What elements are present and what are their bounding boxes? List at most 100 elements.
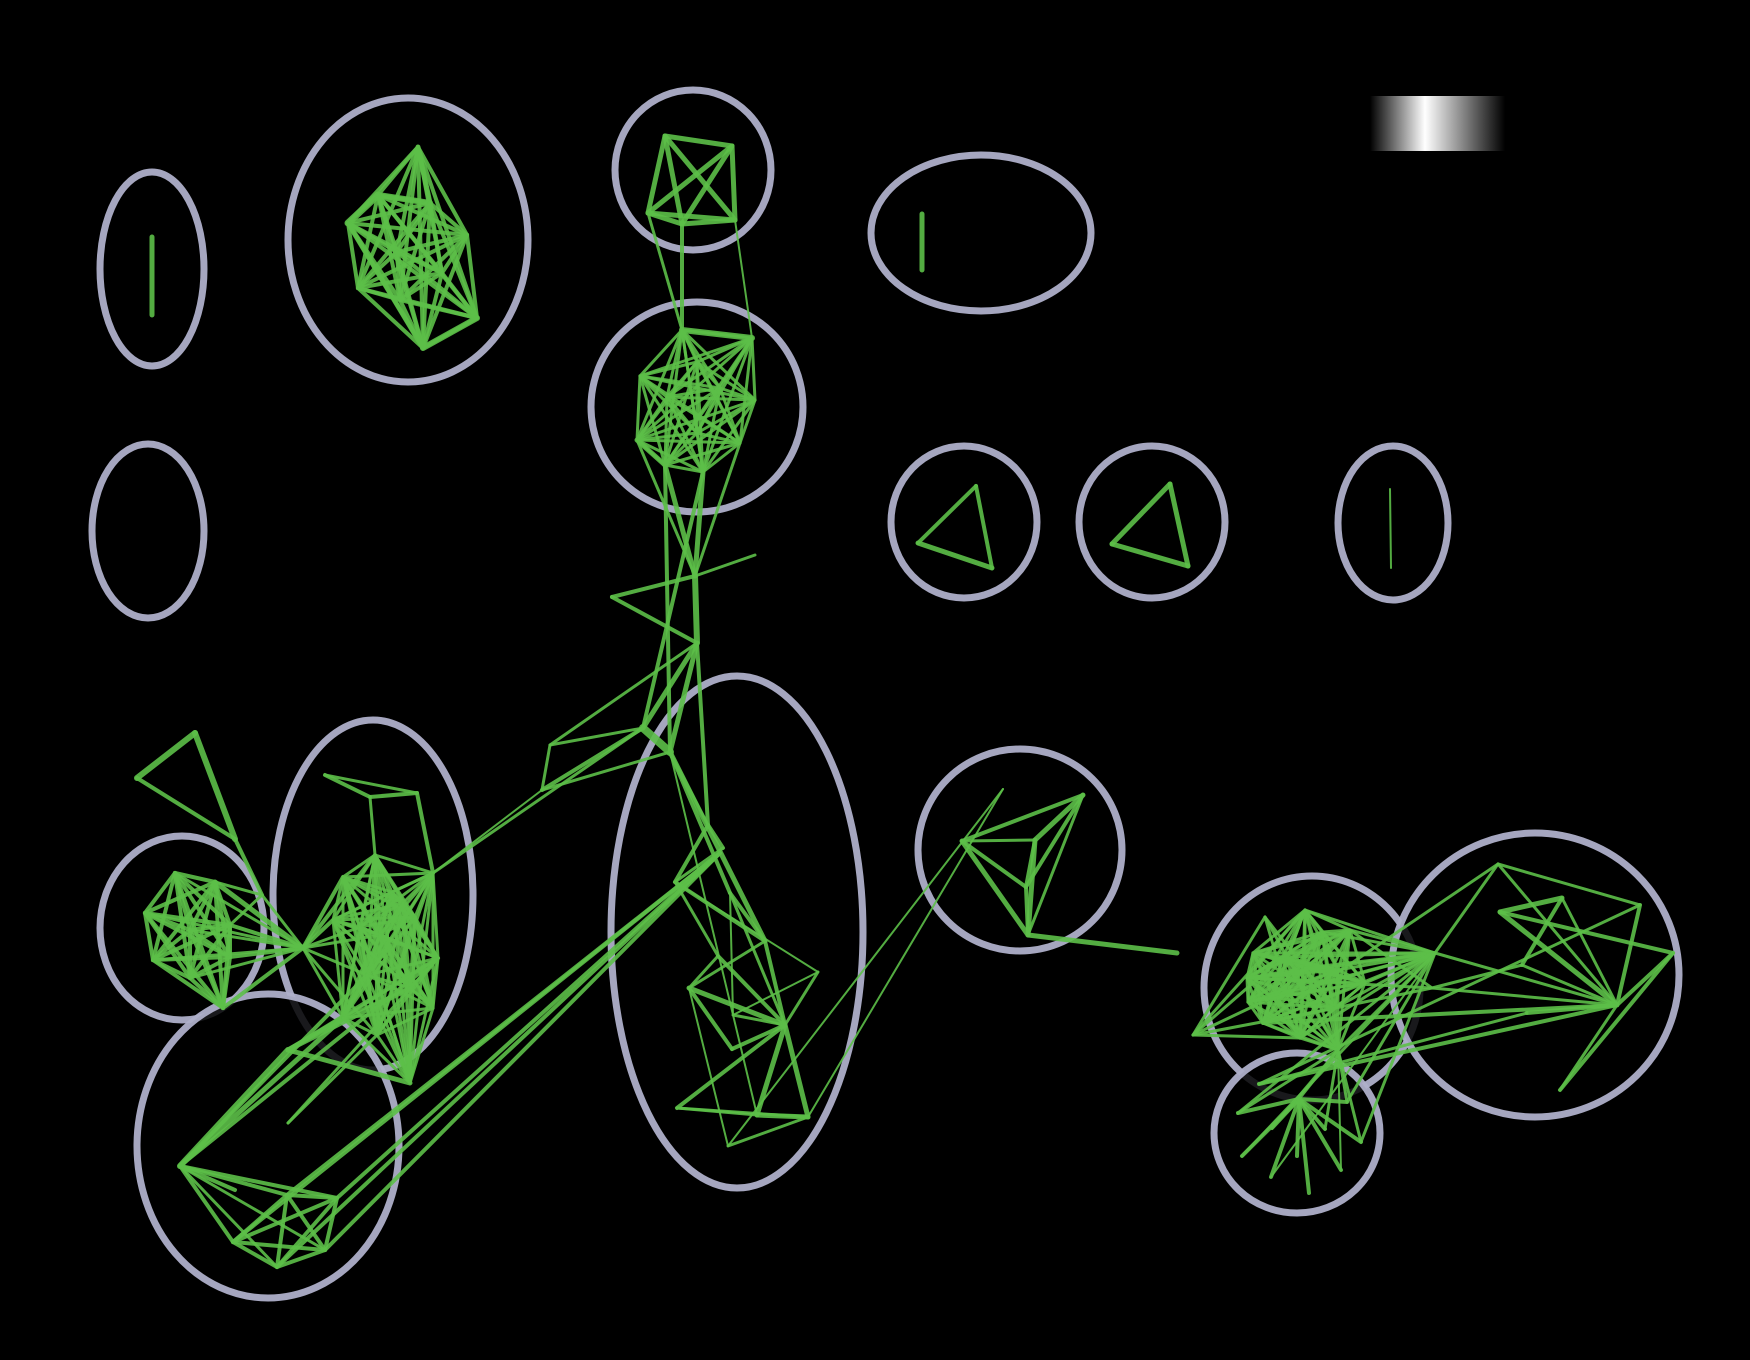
network-edge [1336,951,1437,1052]
network-edge [1345,951,1437,1104]
network-edge [728,891,787,1027]
cluster-ellipse-transcription [607,672,867,1192]
network-edge [638,336,754,378]
network-edge [663,463,672,754]
network-edge [231,1240,279,1269]
network-edge [1191,1033,1302,1040]
network-edge [1251,928,1352,955]
network-edge [178,1164,279,1269]
network-edge [341,1016,412,1085]
network-edge [679,143,735,227]
network-edge [960,839,1028,889]
network-edge [1497,909,1620,1008]
network-edge [638,328,684,378]
network-edge [341,956,440,1020]
network-edge [1236,1097,1301,1115]
network-edge [675,1023,787,1110]
network-edge [640,640,700,731]
network-edge [221,946,305,1010]
network-edge [346,221,425,350]
network-edge [1433,862,1500,955]
network-edge [1496,862,1642,907]
network-edge [701,441,742,474]
network-edge [173,871,217,884]
network-edge [415,791,435,875]
network-edge [732,971,819,1016]
network-edge [323,773,372,799]
network-edge [695,431,705,474]
network-edge [231,1240,327,1252]
network-edge [730,1023,787,1051]
network-edge [1430,986,1619,1007]
cluster-ellipse-microtubule-cytoskeleton [1387,829,1683,1121]
network-edge [134,730,198,781]
network-edge [687,986,734,1051]
network-edge [431,726,645,875]
network-edge [960,793,1085,843]
network-edge [465,233,479,320]
network-edge [375,871,435,1037]
network-edge [1025,932,1180,956]
network-edge [1496,862,1619,1007]
network-edge [1261,1006,1337,1025]
cluster-ellipse-trna-processing [133,990,403,1302]
network-edge [692,469,706,579]
network-edge [1236,1048,1340,1115]
network-edge [1348,928,1437,955]
network-edge [646,211,684,332]
network-edge [178,1164,235,1244]
network-edge [346,193,380,225]
network-edge [331,918,345,1020]
network-edge [1245,951,1437,980]
network-edge [1261,995,1275,1025]
network-edge [428,201,479,320]
network-edge [301,875,345,950]
network-edge-layer [134,133,1675,1269]
network-edge [177,1015,346,1169]
network-edge [390,890,412,1085]
network-edge [645,133,668,216]
network-edge [356,250,399,290]
network-edge [718,386,757,402]
network-edge [173,871,305,950]
network-edge [635,374,642,442]
network-edge [275,1193,289,1269]
network-edge [143,911,155,962]
network-edge [375,956,440,1037]
network-edge [1269,1097,1301,1179]
network-edge [548,726,645,747]
network-edge [1298,981,1367,1040]
network-edge [231,1196,339,1244]
network-edge [395,250,444,275]
network-edge [376,193,432,205]
network-edge [398,298,479,320]
network-edge [301,853,377,950]
network-edge [323,773,419,795]
network-edge [1615,903,1642,1007]
network-edge [1298,951,1437,1040]
network-edge [727,788,1004,1147]
network-edge [275,851,722,1269]
network-edge [346,201,432,225]
network-edge [356,193,380,290]
network-edge [331,901,405,922]
network-edge [178,973,369,1168]
network-edge [667,749,768,944]
network-edge [1520,963,1619,1007]
network-edge [285,1047,413,1086]
network-edge [356,145,420,290]
network-edge [754,1112,811,1120]
network-edge [1191,915,1267,1037]
network-edge [716,954,787,1027]
network-edge [662,133,685,227]
network-edge [663,398,757,467]
network-edge [1497,895,1565,915]
network-edge [738,398,757,445]
network-edge [665,395,757,402]
network-edge [680,328,757,402]
network-edge [331,871,435,922]
network-edge [368,791,419,799]
network-edge [375,1006,435,1037]
network-edge [645,143,735,216]
